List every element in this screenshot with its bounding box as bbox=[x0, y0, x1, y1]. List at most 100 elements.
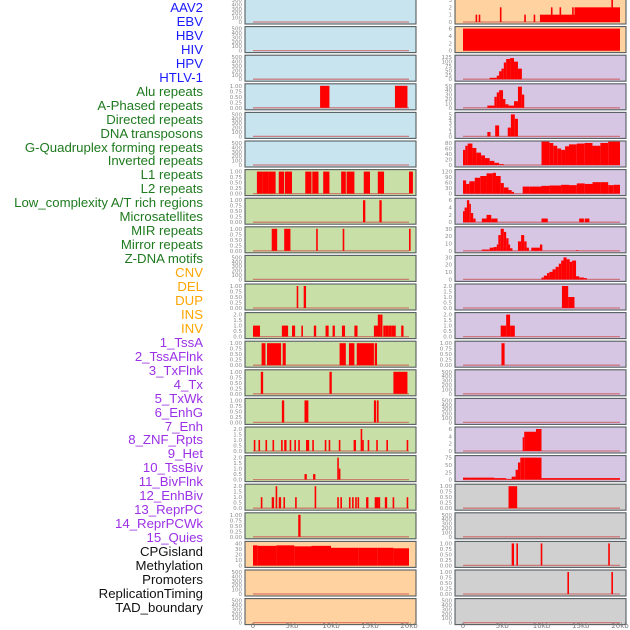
y-tick-label: 20 bbox=[445, 97, 452, 103]
y-tick-label: 1.00 bbox=[230, 513, 243, 519]
data-bar bbox=[517, 462, 521, 480]
y-tick-label: 0.75 bbox=[230, 375, 243, 381]
data-bar bbox=[501, 68, 504, 80]
track-label: DUP bbox=[175, 292, 203, 308]
panel-background bbox=[454, 340, 627, 368]
data-bar bbox=[487, 105, 495, 108]
data-bar bbox=[514, 61, 518, 80]
track-label: MIR repeats bbox=[131, 223, 203, 239]
y-tick-label: 1 bbox=[449, 13, 453, 19]
data-bar bbox=[324, 440, 327, 451]
y-tick-label: 300 bbox=[232, 579, 243, 585]
data-bar bbox=[338, 440, 341, 451]
data-bar bbox=[574, 7, 620, 22]
data-bar bbox=[608, 185, 614, 194]
data-bar bbox=[394, 85, 408, 108]
data-bar bbox=[393, 548, 409, 566]
y-tick-label: 0.00 bbox=[230, 392, 243, 398]
data-bar bbox=[608, 141, 620, 165]
y-tick-label: 0.0 bbox=[233, 449, 242, 455]
track-panel: 0.00.51.01.52.0 bbox=[233, 455, 417, 484]
data-bar bbox=[553, 145, 558, 165]
data-bar bbox=[500, 183, 504, 194]
data-bar bbox=[561, 149, 566, 165]
y-tick-label: 0 bbox=[449, 420, 453, 426]
y-tick-label: 0.75 bbox=[230, 290, 243, 296]
y-tick-label: 0.00 bbox=[440, 363, 453, 369]
y-tick-label: 200 bbox=[442, 412, 453, 418]
y-tick-label: 0.25 bbox=[230, 243, 243, 249]
data-bar bbox=[546, 273, 550, 280]
y-tick-label: 1.0 bbox=[443, 324, 452, 330]
data-bar bbox=[367, 440, 370, 451]
data-bar bbox=[510, 325, 515, 337]
data-bar bbox=[281, 400, 285, 423]
y-tick-label: 0.0 bbox=[233, 506, 242, 512]
data-bar bbox=[541, 277, 544, 280]
data-bar bbox=[481, 155, 485, 165]
y-tick-label: 20 bbox=[445, 263, 452, 269]
data-bar bbox=[557, 148, 562, 165]
y-tick-label: 120 bbox=[442, 170, 453, 176]
data-bar bbox=[524, 14, 526, 22]
data-bar bbox=[549, 185, 562, 194]
data-bar bbox=[473, 218, 476, 223]
data-bar bbox=[253, 325, 261, 337]
x-tick-label: 0 bbox=[461, 622, 465, 630]
data-bar bbox=[592, 145, 601, 165]
y-tick-label: 0 bbox=[239, 277, 243, 283]
data-bar bbox=[352, 497, 354, 509]
y-tick-label: 100 bbox=[442, 387, 453, 393]
data-bar bbox=[517, 68, 522, 80]
data-bar bbox=[328, 440, 331, 451]
data-bar bbox=[508, 105, 515, 108]
data-bar bbox=[262, 171, 269, 194]
data-bar bbox=[499, 164, 504, 165]
data-bar bbox=[362, 440, 364, 451]
data-bar bbox=[503, 99, 506, 108]
panel-background bbox=[454, 369, 627, 397]
panel-background bbox=[244, 512, 417, 540]
data-bar bbox=[406, 440, 409, 451]
data-bar bbox=[501, 343, 505, 366]
y-tick-label: 0.25 bbox=[440, 358, 453, 364]
y-tick-label: 300 bbox=[232, 121, 243, 127]
y-tick-label: 500 bbox=[442, 599, 453, 605]
y-tick-label: 300 bbox=[442, 607, 453, 613]
y-tick-label: 0.0 bbox=[443, 306, 452, 312]
data-bar bbox=[541, 218, 548, 223]
y-tick-label: 25 bbox=[445, 470, 452, 476]
y-tick-label: 0.00 bbox=[230, 306, 243, 312]
y-tick-label: 1.00 bbox=[440, 484, 453, 490]
data-bar bbox=[498, 235, 501, 251]
data-bar bbox=[296, 286, 299, 308]
x-tick-label: 20kb bbox=[400, 622, 418, 630]
track-label: HTLV-1 bbox=[159, 69, 203, 85]
y-tick-label: 0 bbox=[449, 621, 453, 627]
y-tick-label: 30 bbox=[445, 255, 452, 261]
y-tick-label: 1.00 bbox=[230, 198, 243, 204]
y-tick-label: 2.0 bbox=[443, 313, 452, 319]
data-bar bbox=[584, 183, 593, 194]
track-label: Methylation bbox=[135, 558, 203, 573]
data-bar bbox=[331, 547, 359, 566]
data-bar bbox=[278, 171, 285, 194]
track-label: AAV2 bbox=[170, 0, 203, 15]
data-bar bbox=[484, 158, 490, 165]
data-bar bbox=[539, 244, 543, 251]
y-tick-label: 20 bbox=[445, 158, 452, 164]
data-bar bbox=[492, 172, 496, 194]
track-panel: 024 6 bbox=[449, 197, 627, 226]
y-tick-label: 10 bbox=[235, 558, 242, 564]
track-label: 7_Enh bbox=[164, 418, 203, 434]
panel-background bbox=[244, 197, 417, 225]
y-tick-label: 1.00 bbox=[440, 341, 453, 347]
data-bar bbox=[524, 457, 542, 480]
data-bar bbox=[360, 429, 363, 451]
data-bar bbox=[476, 152, 482, 165]
track-label: ReplicationTiming bbox=[98, 585, 203, 601]
